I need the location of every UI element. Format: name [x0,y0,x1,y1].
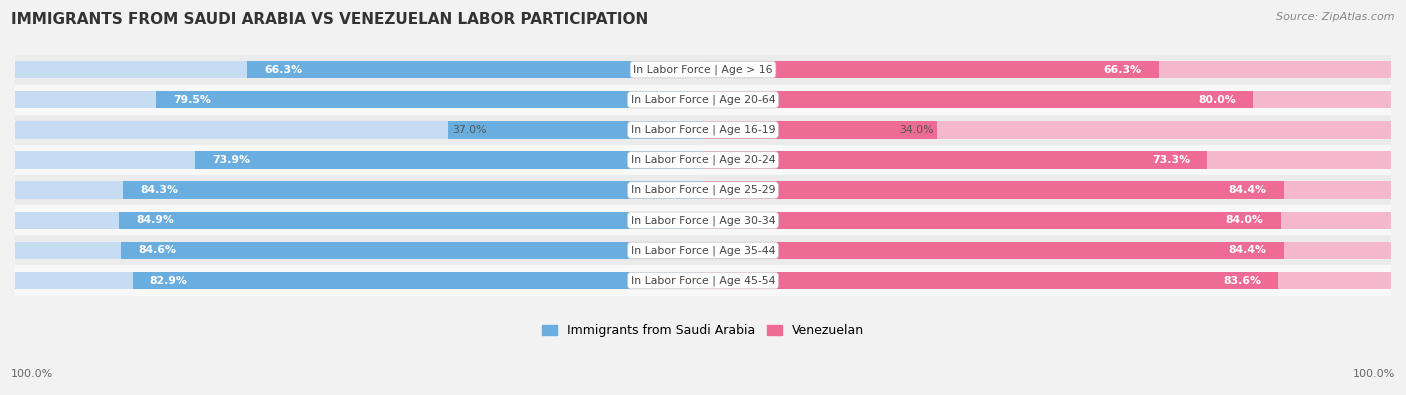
Text: In Labor Force | Age > 16: In Labor Force | Age > 16 [633,64,773,75]
Bar [703,242,1391,259]
Bar [15,115,1391,145]
Bar [15,175,1391,205]
Bar [15,212,703,229]
Bar [15,55,1391,85]
Bar [703,91,1391,109]
Text: 82.9%: 82.9% [150,276,188,286]
Text: 84.4%: 84.4% [1229,245,1267,256]
Bar [15,272,703,289]
Text: 79.5%: 79.5% [173,95,211,105]
Text: In Labor Force | Age 45-54: In Labor Force | Age 45-54 [631,275,775,286]
Bar [449,121,703,139]
Bar [15,91,703,109]
Text: 84.3%: 84.3% [141,185,179,195]
Bar [121,242,703,259]
Bar [703,272,1391,289]
Text: 66.3%: 66.3% [1104,64,1142,75]
Bar [703,181,1284,199]
Text: 80.0%: 80.0% [1198,95,1236,105]
Bar [120,212,703,229]
Text: 66.3%: 66.3% [264,64,302,75]
Text: 37.0%: 37.0% [451,125,486,135]
Bar [703,272,1278,289]
Bar [194,151,703,169]
Text: In Labor Force | Age 20-64: In Labor Force | Age 20-64 [631,94,775,105]
Bar [156,91,703,109]
Bar [132,272,703,289]
Text: In Labor Force | Age 20-24: In Labor Force | Age 20-24 [631,155,775,165]
Bar [15,181,703,199]
Bar [247,61,703,78]
Legend: Immigrants from Saudi Arabia, Venezuelan: Immigrants from Saudi Arabia, Venezuelan [537,320,869,342]
Bar [703,151,1391,169]
Text: 34.0%: 34.0% [898,125,934,135]
Bar [703,212,1391,229]
Bar [703,181,1391,199]
Bar [703,91,1253,109]
Bar [703,121,936,139]
Bar [703,121,1391,139]
Bar [703,151,1208,169]
Bar [15,265,1391,295]
Bar [703,61,1391,78]
Text: 84.6%: 84.6% [138,245,176,256]
Text: In Labor Force | Age 30-34: In Labor Force | Age 30-34 [631,215,775,226]
Bar [15,151,703,169]
Text: 73.9%: 73.9% [212,155,250,165]
Text: 84.9%: 84.9% [136,215,174,225]
Bar [15,242,703,259]
Bar [15,61,703,78]
Text: IMMIGRANTS FROM SAUDI ARABIA VS VENEZUELAN LABOR PARTICIPATION: IMMIGRANTS FROM SAUDI ARABIA VS VENEZUEL… [11,12,648,27]
Text: In Labor Force | Age 16-19: In Labor Force | Age 16-19 [631,124,775,135]
Text: In Labor Force | Age 35-44: In Labor Force | Age 35-44 [631,245,775,256]
Bar [703,212,1281,229]
Bar [122,181,703,199]
Bar [15,145,1391,175]
Bar [15,235,1391,265]
Bar [703,61,1159,78]
Text: 83.6%: 83.6% [1223,276,1261,286]
Text: Source: ZipAtlas.com: Source: ZipAtlas.com [1277,12,1395,22]
Text: 84.0%: 84.0% [1226,215,1264,225]
Text: 100.0%: 100.0% [1353,369,1395,379]
Text: 100.0%: 100.0% [11,369,53,379]
Bar [15,205,1391,235]
Text: 73.3%: 73.3% [1152,155,1189,165]
Bar [15,121,703,139]
Text: In Labor Force | Age 25-29: In Labor Force | Age 25-29 [631,185,775,196]
Bar [703,242,1284,259]
Bar [15,85,1391,115]
Text: 84.4%: 84.4% [1229,185,1267,195]
